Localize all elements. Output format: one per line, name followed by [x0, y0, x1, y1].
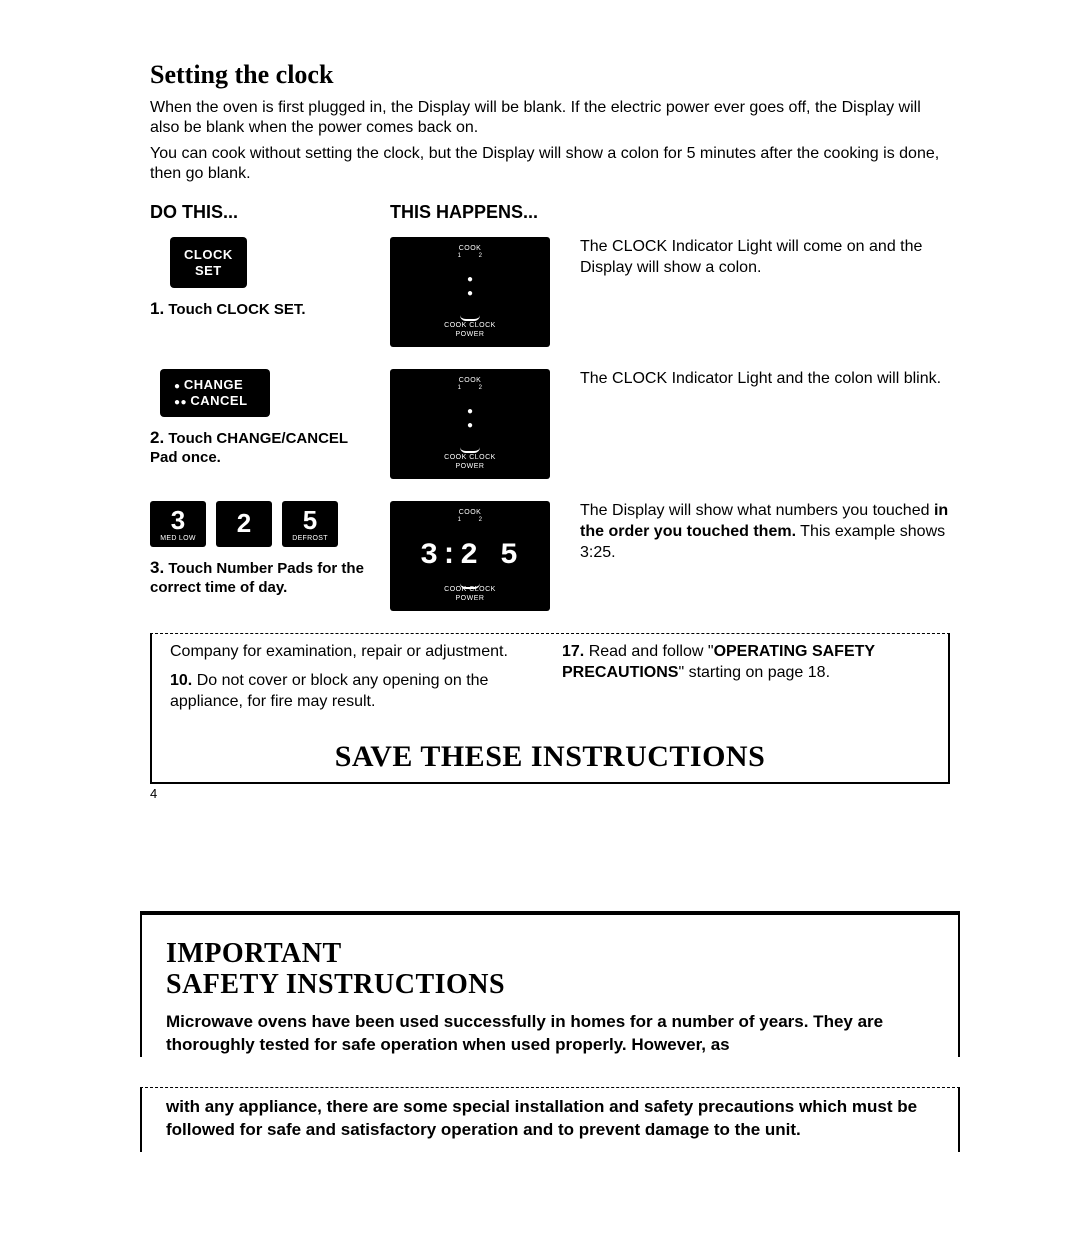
numkey-5: 5 DEFROST	[282, 501, 338, 547]
clock-set-line1: CLOCK	[184, 247, 233, 263]
dp1-cook: COOK	[459, 245, 482, 252]
intro-p2: You can cook without setting the clock, …	[150, 144, 950, 184]
clock-set-button: CLOCK SET	[170, 237, 247, 288]
dp2-bot1: COOK CLOCK	[444, 454, 496, 461]
display-panel-2: COOK 1 2 ●● COOK CLOCK POWER	[390, 369, 550, 479]
dp2-arc	[460, 447, 480, 453]
dot-icon	[174, 377, 184, 392]
numkey-3-sml: MED LOW	[160, 535, 196, 542]
dp1-one: 1	[458, 253, 462, 259]
numkey-5-big: 5	[303, 507, 317, 533]
frag-right-n1: 17.	[562, 643, 584, 660]
important-title-2: SAFETY INSTRUCTIONS	[166, 970, 934, 1001]
dp2-two: 2	[479, 385, 483, 391]
step-3: 3 MED LOW 2 5 DEFROST 3. Touch Number Pa…	[150, 501, 950, 611]
step1-num: 1.	[150, 299, 164, 318]
numkey-5-sml: DEFROST	[292, 535, 328, 542]
dp2-cook: COOK	[459, 377, 482, 384]
display-panel-3: COOK 1 2 3:2 5 COOK CLOCK POWER	[390, 501, 550, 611]
display-panel-1: COOK 1 2 ●● COOK CLOCK POWER	[390, 237, 550, 347]
dp3-bot2: POWER	[456, 595, 485, 602]
step2-desc: The CLOCK Indicator Light and the colon …	[560, 369, 950, 390]
number-pad: 3 MED LOW 2 5 DEFROST	[150, 501, 374, 547]
frag-left-p2: Do not cover or block any opening on the…	[170, 672, 488, 710]
important-p1: Microwave ovens have been used successfu…	[166, 1011, 934, 1057]
dp1-arc	[460, 315, 480, 321]
col-this-happens: THIS HAPPENS...	[390, 202, 538, 223]
dp3-two: 2	[479, 517, 483, 523]
step-2: CHANGE CANCEL 2. Touch CHANGE/CANCEL Pad…	[150, 369, 950, 479]
change-cancel-button: CHANGE CANCEL	[160, 369, 270, 417]
intro-block: When the oven is first plugged in, the D…	[150, 98, 950, 184]
numkey-3: 3 MED LOW	[150, 501, 206, 547]
page-number: 4	[150, 786, 950, 801]
save-instructions: SAVE THESE INSTRUCTIONS	[170, 740, 930, 774]
numkey-2: 2	[216, 501, 272, 547]
dp1-colon: ●●	[467, 273, 473, 301]
step3-caption: 3. Touch Number Pads for the correct tim…	[150, 557, 374, 598]
step1-desc: The CLOCK Indicator Light will come on a…	[560, 237, 950, 279]
section-title: Setting the clock	[150, 60, 950, 90]
cancel-label: CANCEL	[190, 393, 247, 408]
dp1-two: 2	[479, 253, 483, 259]
frag-left: Company for examination, repair or adjus…	[170, 642, 538, 720]
dp1-bot1: COOK CLOCK	[444, 322, 496, 329]
dp1-bot2: POWER	[456, 331, 485, 338]
frag-left-n2: 10.	[170, 672, 192, 689]
dp2-bot2: POWER	[456, 463, 485, 470]
dots-icon	[174, 393, 190, 408]
important-title-1: IMPORTANT	[166, 939, 934, 970]
dp3-cook: COOK	[459, 509, 482, 516]
important-p2: with any appliance, there are some speci…	[166, 1096, 934, 1142]
dp2-one: 1	[458, 385, 462, 391]
step2-caption: 2. Touch CHANGE/CANCEL Pad once.	[150, 427, 374, 468]
col-do-this: DO THIS...	[150, 202, 390, 223]
dp3-one: 1	[458, 517, 462, 523]
frag-right: 17. Read and follow "OPERATING SAFETY PR…	[562, 642, 930, 720]
frag-right-p1c: " starting on page 18.	[678, 664, 830, 681]
gap	[150, 1057, 950, 1087]
dp3-bot1: COOK CLOCK	[444, 586, 496, 593]
important-box-bottom: with any appliance, there are some speci…	[140, 1087, 960, 1152]
important-box-top: IMPORTANT SAFETY INSTRUCTIONS Microwave …	[140, 911, 960, 1056]
numkey-3-big: 3	[171, 507, 185, 533]
dp2-colon: ●●	[467, 405, 473, 433]
step2-num: 2.	[150, 428, 164, 447]
frag-left-p1: Company for examination, repair or adjus…	[170, 642, 538, 663]
clock-set-line2: SET	[184, 263, 233, 279]
column-headers: DO THIS... THIS HAPPENS...	[150, 202, 950, 223]
frag-right-p1a: Read and follow "	[584, 643, 713, 660]
step1-caption: 1. Touch CLOCK SET.	[150, 298, 374, 320]
numkey-2-big: 2	[237, 510, 251, 536]
step2-text: Touch CHANGE/CANCEL Pad once.	[150, 430, 348, 466]
step3-text: Touch Number Pads for the correct time o…	[150, 560, 364, 596]
step1-text: Touch CLOCK SET.	[168, 301, 305, 318]
step3-desc: The Display will show what numbers you t…	[560, 501, 950, 563]
dp3-time: 3:2 5	[390, 539, 550, 573]
step3-num: 3.	[150, 558, 164, 577]
step-1: CLOCK SET 1. Touch CLOCK SET. COOK 1 2 ●…	[150, 237, 950, 347]
intro-p1: When the oven is first plugged in, the D…	[150, 98, 950, 138]
fragment-box: Company for examination, repair or adjus…	[150, 633, 950, 784]
change-label: CHANGE	[184, 377, 243, 392]
step3-desc-a: The Display will show what numbers you t…	[580, 502, 934, 519]
